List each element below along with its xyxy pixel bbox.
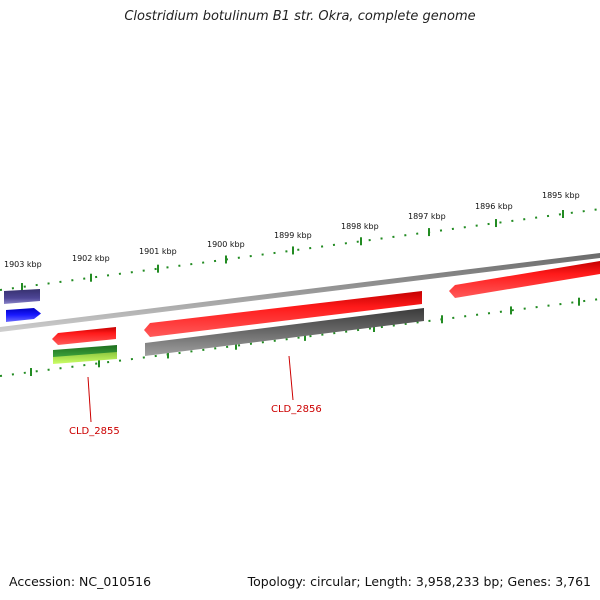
tick-label-1897: 1897 kbp (408, 212, 446, 221)
tick-label-1898: 1898 kbp (341, 222, 379, 231)
outer-tick-ring (0, 208, 600, 291)
genome-title: Clostridium botulinum B1 str. Okra, comp… (124, 9, 476, 24)
tick-label-1901: 1901 kbp (139, 247, 177, 256)
label-2855-leader (87, 376, 92, 423)
gene-label-cld-2856[interactable]: CLD_2856 (271, 404, 322, 415)
lime-feature[interactable] (53, 352, 117, 364)
tick-label-1896: 1896 kbp (475, 202, 513, 211)
tick-label-1899: 1899 kbp (274, 231, 312, 240)
gray-feature[interactable] (145, 308, 424, 356)
genome-summary-text: Topology: circular; Length: 3,958,233 bp… (247, 574, 591, 589)
tick-label-1895: 1895 kbp (542, 191, 580, 200)
inner-tick-ring (0, 298, 600, 377)
genome-backbone (0, 253, 600, 332)
purple-feature[interactable] (4, 289, 40, 304)
outer-major-ticks (21, 209, 564, 292)
green-feature[interactable] (53, 345, 117, 358)
label-2856-leader (288, 355, 294, 401)
scale-tick-labels: 1903 kbp 1902 kbp 1901 kbp 1900 kbp 1899… (4, 191, 580, 269)
cds-2855-arrow[interactable] (52, 327, 116, 345)
tick-label-1903: 1903 kbp (4, 260, 42, 269)
cds-right-arrow[interactable] (449, 261, 600, 298)
gene-label-cld-2855[interactable]: CLD_2855 (69, 426, 120, 437)
tick-label-1900: 1900 kbp (207, 240, 245, 249)
blue-feature-arrow[interactable] (6, 308, 41, 322)
accession-text: Accession: NC_010516 (9, 574, 152, 589)
tick-label-1902: 1902 kbp (72, 254, 110, 263)
cds-2856-arrow[interactable] (144, 291, 422, 337)
